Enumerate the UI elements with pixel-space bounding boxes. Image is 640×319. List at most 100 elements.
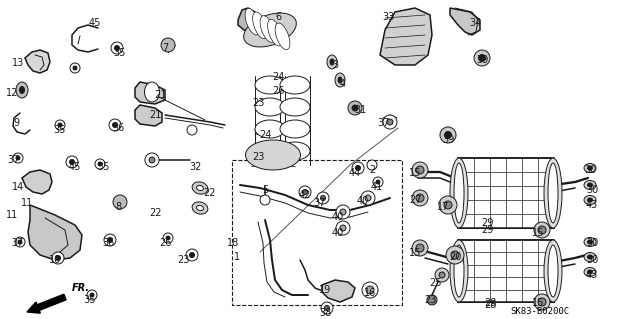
Text: 23: 23	[252, 98, 264, 108]
Text: 18: 18	[227, 238, 239, 248]
Polygon shape	[238, 8, 257, 30]
Ellipse shape	[246, 140, 301, 170]
Text: 6: 6	[275, 12, 281, 22]
Text: 23: 23	[424, 295, 436, 305]
Text: 45: 45	[89, 18, 101, 28]
Ellipse shape	[280, 120, 310, 138]
Ellipse shape	[255, 98, 285, 116]
Circle shape	[367, 160, 377, 170]
Circle shape	[260, 195, 270, 205]
Text: 21: 21	[149, 110, 161, 120]
Circle shape	[299, 186, 311, 198]
Circle shape	[416, 166, 424, 174]
Text: 42: 42	[299, 190, 311, 200]
Text: 13: 13	[12, 58, 24, 68]
Circle shape	[444, 201, 452, 209]
Circle shape	[111, 42, 123, 54]
Ellipse shape	[161, 38, 175, 52]
Polygon shape	[135, 82, 165, 104]
Ellipse shape	[192, 182, 208, 194]
Circle shape	[66, 156, 78, 168]
Text: 35: 35	[114, 48, 126, 58]
Ellipse shape	[450, 158, 468, 228]
Ellipse shape	[584, 196, 596, 204]
Text: 30: 30	[586, 185, 598, 195]
Ellipse shape	[548, 163, 558, 223]
Text: 35: 35	[54, 125, 66, 135]
Circle shape	[445, 131, 451, 138]
Circle shape	[365, 195, 371, 201]
Text: 33: 33	[382, 12, 394, 22]
Circle shape	[440, 127, 456, 143]
Ellipse shape	[584, 253, 596, 262]
Ellipse shape	[544, 240, 562, 302]
Text: 28: 28	[484, 300, 496, 310]
Text: 11: 11	[6, 210, 18, 220]
Circle shape	[95, 159, 105, 169]
Text: 8: 8	[115, 202, 121, 212]
Ellipse shape	[192, 202, 208, 214]
Circle shape	[108, 238, 113, 242]
Text: 27: 27	[409, 195, 421, 205]
Circle shape	[451, 251, 459, 259]
Text: 43: 43	[586, 270, 598, 280]
Ellipse shape	[335, 73, 345, 87]
Circle shape	[446, 246, 464, 264]
Circle shape	[416, 194, 424, 202]
Text: 20: 20	[449, 252, 461, 262]
Circle shape	[412, 190, 428, 206]
Ellipse shape	[196, 205, 204, 211]
Bar	[232, 160, 402, 305]
Bar	[458, 240, 553, 302]
Ellipse shape	[244, 13, 296, 47]
Circle shape	[366, 286, 374, 294]
Circle shape	[321, 302, 333, 314]
Text: 22: 22	[148, 208, 161, 218]
Circle shape	[362, 282, 378, 298]
Circle shape	[56, 256, 61, 261]
Ellipse shape	[584, 181, 596, 189]
Ellipse shape	[330, 59, 334, 65]
Ellipse shape	[196, 185, 204, 190]
Circle shape	[336, 221, 350, 235]
Text: 15: 15	[409, 248, 421, 258]
Circle shape	[340, 225, 346, 231]
Text: 35: 35	[97, 162, 109, 172]
Ellipse shape	[280, 142, 310, 160]
Circle shape	[324, 306, 330, 310]
Circle shape	[474, 50, 490, 66]
Text: 29: 29	[481, 225, 493, 235]
Circle shape	[55, 120, 65, 130]
Text: 32: 32	[189, 162, 201, 172]
Ellipse shape	[260, 16, 275, 42]
Text: 10: 10	[49, 255, 61, 265]
Text: 31: 31	[354, 105, 366, 115]
Circle shape	[321, 196, 326, 201]
Circle shape	[336, 205, 350, 219]
Circle shape	[538, 226, 546, 234]
Polygon shape	[322, 280, 355, 302]
Text: 39: 39	[476, 55, 488, 65]
Circle shape	[387, 119, 393, 125]
Text: 2: 2	[369, 165, 375, 175]
Ellipse shape	[584, 164, 596, 173]
FancyArrow shape	[27, 294, 66, 313]
Text: 37: 37	[378, 118, 390, 128]
Circle shape	[163, 233, 173, 243]
Ellipse shape	[19, 86, 24, 93]
Circle shape	[15, 237, 25, 247]
Text: 37: 37	[8, 155, 20, 165]
Ellipse shape	[588, 270, 593, 274]
Circle shape	[352, 105, 358, 111]
Text: 21: 21	[154, 90, 166, 100]
Ellipse shape	[454, 163, 464, 223]
Ellipse shape	[327, 55, 337, 69]
Text: 17: 17	[437, 202, 449, 212]
Circle shape	[52, 252, 64, 264]
Text: 5: 5	[262, 185, 268, 195]
Circle shape	[90, 293, 94, 297]
Ellipse shape	[113, 195, 127, 209]
Text: 29: 29	[481, 218, 493, 228]
Text: 16: 16	[364, 288, 376, 298]
Ellipse shape	[280, 76, 310, 94]
